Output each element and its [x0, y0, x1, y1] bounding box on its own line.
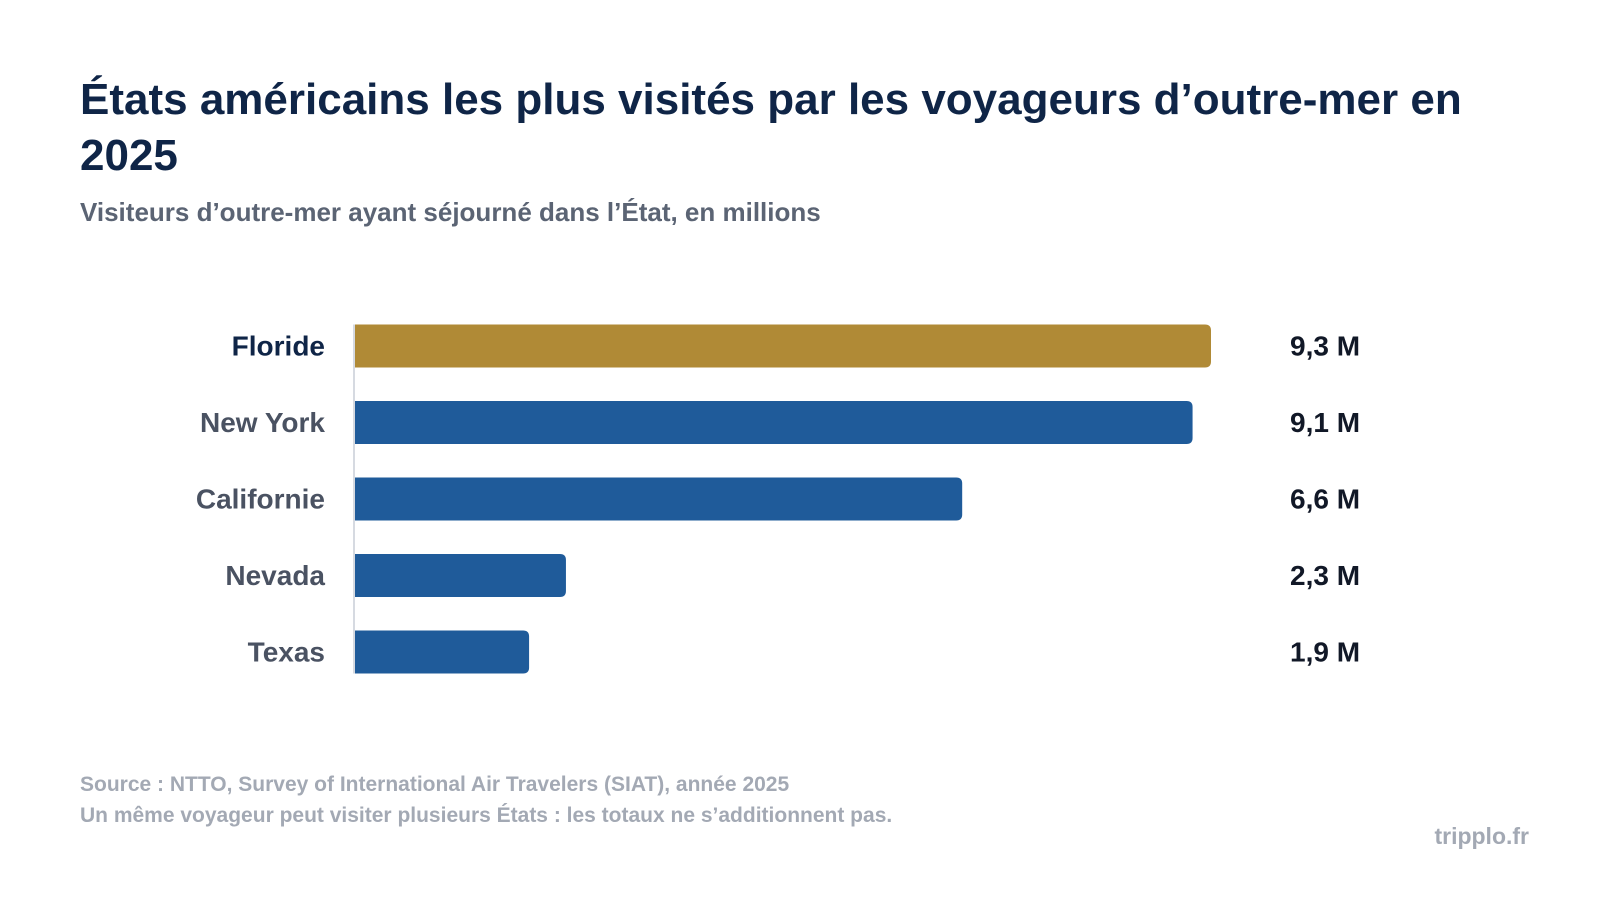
category-label: Californie — [196, 484, 325, 515]
brand-link[interactable]: tripplo.fr — [1434, 823, 1529, 849]
chart-subtitle: Visiteurs d’outre-mer ayant séjourné dan… — [80, 197, 821, 227]
value-label: 9,1 M — [1290, 407, 1360, 438]
category-label: Texas — [248, 637, 325, 668]
bar-texas — [354, 630, 530, 674]
value-label: 1,9 M — [1290, 637, 1360, 668]
category-label: New York — [200, 407, 325, 438]
bar-californie — [354, 477, 963, 521]
category-label: Nevada — [225, 560, 325, 591]
value-label: 6,6 M — [1290, 484, 1360, 515]
bar-nevada — [354, 554, 566, 597]
value-label: 2,3 M — [1290, 560, 1360, 591]
category-label: Floride — [232, 331, 325, 362]
chart-title: États américains les plus visités par le… — [80, 75, 1462, 180]
source-note: Source : NTTO, Survey of International A… — [80, 773, 790, 796]
value-label: 9,3 M — [1290, 331, 1360, 362]
bar-floride — [354, 324, 1211, 368]
bar-new-york — [354, 401, 1193, 444]
disclaimer-note: Un même voyageur peut visiter plusieurs … — [80, 804, 893, 827]
